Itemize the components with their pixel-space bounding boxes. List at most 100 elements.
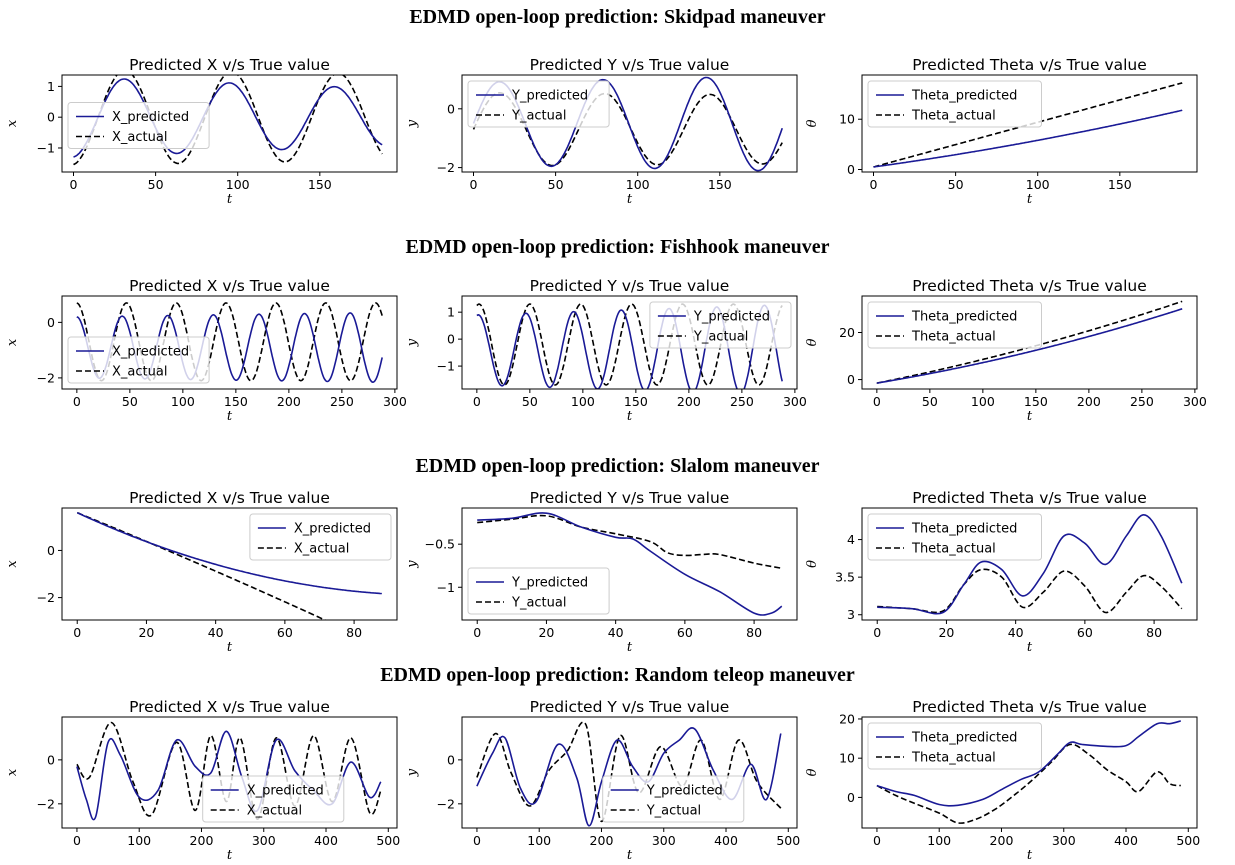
x-tick-label: 50	[122, 394, 138, 409]
x-tick-label: 20	[938, 625, 954, 640]
x-tick-label: 100	[527, 833, 551, 848]
series-actual-line	[873, 82, 1183, 168]
x-tick-label: 0	[73, 625, 81, 640]
legend-actual-label: X_actual	[294, 542, 349, 557]
panel-title: Predicted Theta v/s True value	[912, 698, 1147, 716]
y-tick-label: 0	[847, 162, 855, 177]
series-predicted-line	[876, 720, 1182, 807]
x-tick-label: 0	[470, 177, 478, 192]
legend-actual-label: X_actual	[112, 365, 167, 380]
x-tick-label: 250	[330, 394, 354, 409]
x-tick-label: 100	[571, 394, 595, 409]
y-tick-label: −2	[437, 160, 455, 175]
row-title-slalom: EDMD open-loop prediction: Slalom maneuv…	[415, 455, 820, 477]
x-tick-label: 150	[1024, 394, 1048, 409]
plot-frame	[861, 74, 1198, 173]
panel-title: Predicted Y v/s True value	[530, 56, 730, 74]
x-tick-label: 100	[127, 833, 151, 848]
x-tick-label: 0	[473, 394, 481, 409]
series-predicted-line	[477, 512, 783, 616]
series-predicted-line	[876, 308, 1183, 384]
panel-r2-c0: Predicted X v/s True value 0 20 40 60 80 −2 0 t x…	[5, 489, 398, 655]
x-tick-label: 0	[473, 625, 481, 640]
x-tick-label: 150	[708, 177, 732, 192]
x-tick-label: 20	[538, 625, 554, 640]
legend: X_predicted X_actual	[67, 336, 210, 384]
x-tick-label: 80	[346, 625, 362, 640]
series-predicted-line	[873, 109, 1183, 168]
x-axis-label: t	[227, 848, 233, 863]
x-axis-label: t	[627, 409, 633, 424]
x-tick-label: 300	[1183, 394, 1207, 409]
legend-actual-label: Theta_actual	[911, 330, 996, 345]
legend-box	[867, 80, 1042, 128]
legend-predicted-label: Y_predicted	[511, 89, 588, 104]
panel-r1-c2: Predicted Theta v/s True value 0 50 100 150 2…	[805, 277, 1207, 424]
plot-frame	[861, 295, 1198, 390]
legend-predicted-label: X_predicted	[112, 110, 189, 125]
x-tick-label: 40	[1008, 625, 1024, 640]
legend-actual-label: Y_actual	[693, 330, 748, 345]
x-tick-label: 250	[730, 394, 754, 409]
panel-title: Predicted Theta v/s True value	[912, 56, 1147, 74]
series-predicted-line	[73, 78, 383, 158]
x-tick-label: 0	[73, 394, 81, 409]
plot-frame	[61, 507, 398, 621]
y-tick-label: 1	[447, 305, 455, 320]
legend-box	[867, 513, 1042, 561]
x-tick-label: 300	[252, 833, 276, 848]
legend-predicted-label: Theta_predicted	[911, 310, 1017, 325]
y-axis-label: x	[5, 560, 20, 568]
x-tick-label: 0	[873, 625, 881, 640]
y-tick-label: 4	[847, 532, 855, 547]
panel-title: Predicted Y v/s True value	[530, 277, 730, 295]
legend-predicted-label: Theta_predicted	[911, 522, 1017, 537]
y-axis-label: y	[405, 338, 420, 347]
series-predicted-line	[76, 312, 383, 384]
y-tick-label: −2	[37, 796, 55, 811]
y-tick-label: 0	[447, 101, 455, 116]
x-tick-label: 300	[1052, 833, 1076, 848]
x-tick-label: 500	[776, 833, 800, 848]
x-tick-label: 40	[608, 625, 624, 640]
x-tick-label: 50	[548, 177, 564, 192]
legend-predicted-label: X_predicted	[294, 522, 371, 537]
x-tick-label: 150	[308, 177, 332, 192]
legend-actual-label: Y_actual	[511, 109, 566, 124]
panel-title: Predicted Y v/s True value	[530, 489, 730, 507]
series-actual-line	[877, 568, 1183, 614]
legend: Theta_predicted Theta_actual	[867, 513, 1042, 561]
x-tick-label: 400	[314, 833, 338, 848]
legend-predicted-label: Theta_predicted	[911, 89, 1017, 104]
series-predicted-line	[476, 304, 783, 389]
y-tick-label: 3.5	[835, 570, 855, 585]
plot-frame	[61, 295, 398, 390]
x-tick-label: 40	[208, 625, 224, 640]
x-tick-label: 50	[522, 394, 538, 409]
panel-title: Predicted X v/s True value	[129, 489, 330, 507]
row-title-skidpad: EDMD open-loop prediction: Skidpad maneu…	[409, 6, 826, 28]
y-tick-label: −2	[437, 796, 455, 811]
y-axis-label: θ	[805, 768, 820, 776]
y-tick-label: −2	[37, 590, 55, 605]
y-tick-label: 1	[47, 79, 55, 94]
panel-title: Predicted Theta v/s True value	[912, 489, 1147, 507]
x-tick-label: 60	[277, 625, 293, 640]
legend: Theta_predicted Theta_actual	[867, 301, 1042, 349]
x-tick-label: 300	[383, 394, 407, 409]
x-tick-label: 100	[927, 833, 951, 848]
x-tick-label: 400	[1114, 833, 1138, 848]
legend: X_predicted X_actual	[249, 513, 392, 561]
x-tick-label: 50	[922, 394, 938, 409]
x-tick-label: 150	[224, 394, 248, 409]
x-tick-label: 20	[138, 625, 154, 640]
y-tick-label: 0	[447, 332, 455, 347]
y-axis-label: y	[405, 560, 420, 569]
x-axis-label: t	[1027, 640, 1033, 655]
y-axis-label: y	[405, 119, 420, 128]
panel-title: Predicted X v/s True value	[129, 698, 330, 716]
x-axis-label: t	[1027, 848, 1033, 863]
legend-predicted-label: X_predicted	[247, 784, 324, 799]
